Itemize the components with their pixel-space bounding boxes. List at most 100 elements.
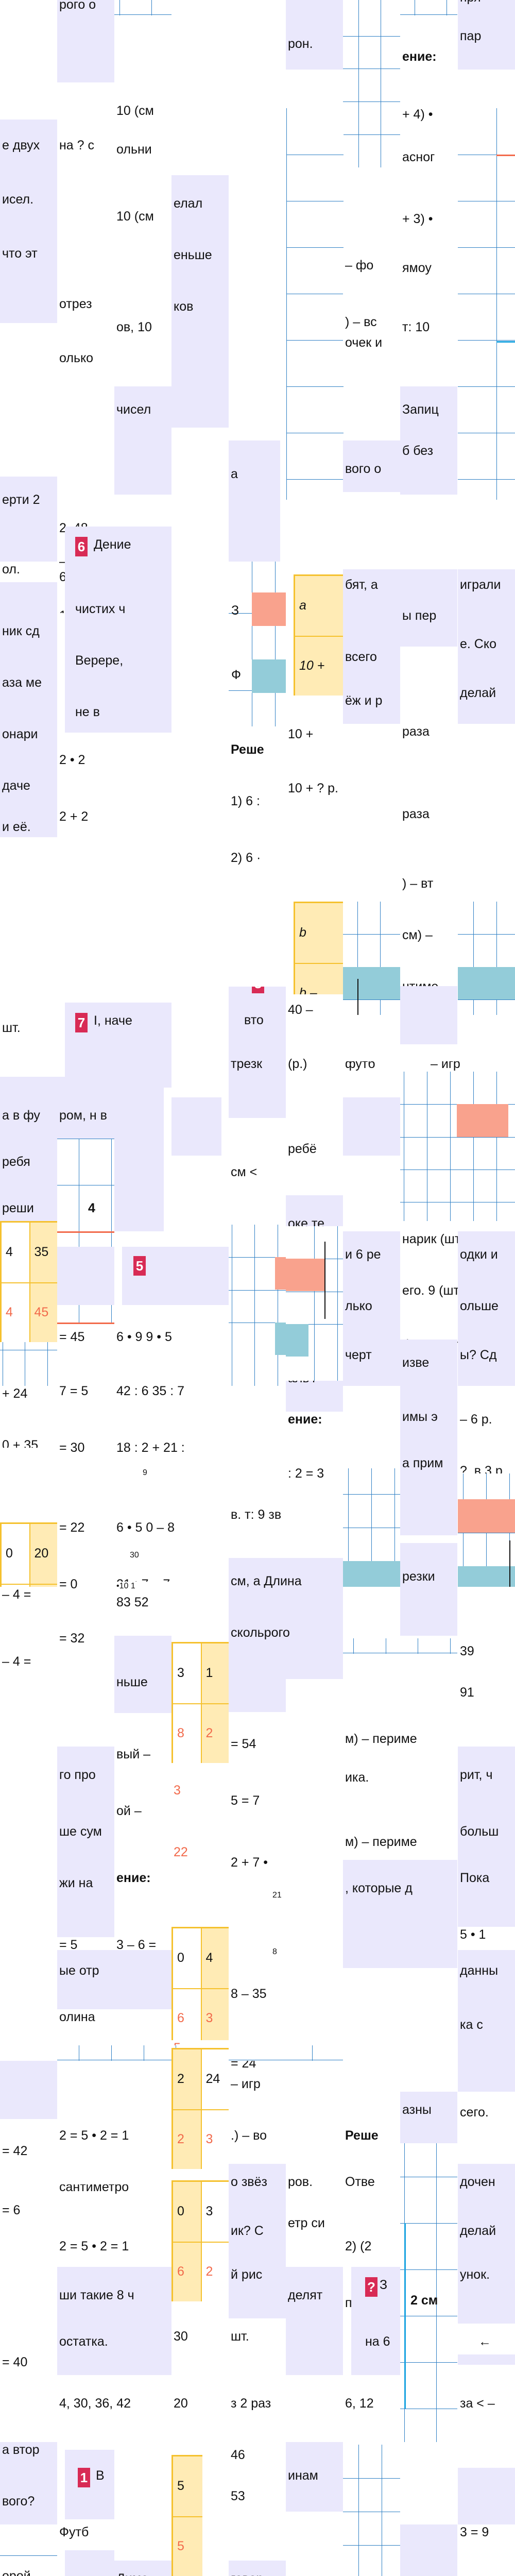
task-text-fragment: пря пар — [458, 0, 515, 70]
text-line: З — [231, 603, 239, 618]
teal-bar — [343, 967, 400, 999]
text-line: см) – — [402, 928, 433, 942]
text-line: на 6 — [365, 2334, 390, 2349]
solution-text-fragment: ← — [458, 2324, 515, 2354]
text-line: что эт — [2, 246, 38, 261]
grid-diagram-fragment — [286, 108, 344, 500]
solution-text-fragment: сантиметро — [57, 2184, 171, 2215]
text-line: 8 – 35 — [231, 1987, 267, 2001]
task-text-fragment — [0, 2061, 57, 2119]
text-line: 10 + ? р. — [288, 781, 338, 795]
number-table-fragment: 4 35 4 45 — [0, 1221, 57, 1342]
solution-text-fragment: 39 91 — [458, 1633, 515, 1710]
text-line: нарик (шт.) — [402, 1232, 467, 1246]
solution-text-fragment: – фо — [343, 252, 400, 299]
text-line: 2 = 5 • 2 = 1 — [59, 2128, 129, 2143]
solution-text-fragment: Отве — [343, 2164, 400, 2195]
solution-text-fragment: = 45 7 = 5 = 30 — [57, 1324, 114, 1479]
text-line: ик? С — [231, 2224, 264, 2238]
solution-text-fragment: + 24 0 + 35 — [0, 1386, 57, 1448]
text-line: пар — [460, 29, 482, 43]
text-line: 91 — [460, 1685, 474, 1700]
solution-text-fragment: з 2 раз — [229, 2391, 286, 2421]
salmon-bar — [275, 1257, 286, 1290]
text-line: данны — [460, 1963, 499, 1978]
text-line: 5 • 1 — [460, 1927, 486, 1942]
text-line: ол. — [2, 562, 20, 577]
solution-text-fragment: 10 (см — [114, 206, 171, 237]
text-line: – — [59, 554, 66, 569]
task-text-fragment: Запиц б без — [400, 386, 457, 495]
text-line: (р.) — [288, 1057, 307, 1071]
text-line: ение: — [288, 1412, 322, 1427]
text-line: = 30 — [59, 1440, 85, 1455]
solution-text-fragment: раза — [400, 804, 457, 829]
text-line: ← — [478, 2334, 491, 2349]
text-line: ?, в 3 р — [460, 1464, 503, 1473]
text-line: инам — [288, 2468, 318, 2483]
task-number-badge: ? — [365, 2277, 377, 2297]
task-text-fragment: о звёз ик? С й рис — [229, 2164, 286, 2308]
text-line: ение: — [116, 1871, 151, 1885]
grid-lines — [286, 108, 344, 500]
solution-text-fragment: 10 + 10 + ? р. — [286, 721, 343, 799]
text-line: раза — [402, 807, 430, 821]
text-line: 0 + 35 — [2, 1438, 39, 1448]
solution-text-fragment: в. т: 9 зв — [229, 1507, 286, 1538]
task-text-fragment: говорегда 6это?а так. — [229, 2561, 286, 2576]
text-line: в. т: 9 зв — [231, 1507, 282, 1522]
solution-text-fragment: 20 — [171, 2391, 229, 2421]
solution-text-fragment: за < – — [458, 2391, 515, 2421]
text-line: всего — [345, 650, 377, 664]
text-line: шт. — [2, 1021, 21, 1035]
text-line: Реше — [231, 742, 264, 757]
solution-text-fragment: см < — [229, 1157, 286, 1188]
text-line: изве — [402, 1355, 430, 1370]
dark-segment — [324, 1242, 325, 1319]
table-cell: a — [295, 575, 343, 636]
text-line: сего. — [460, 2105, 489, 2120]
solution-text-fragment: етр си — [286, 2210, 343, 2241]
text-line: 30 — [130, 1551, 139, 1560]
task-number-badge: 1 — [78, 2468, 90, 2487]
text-line: рон. — [288, 37, 313, 51]
text-line: го про — [59, 1768, 96, 1782]
text-line: а в фу — [2, 1108, 40, 1123]
solution-text-fragment: очек и — [343, 335, 400, 366]
task-text-fragment — [400, 2524, 457, 2576]
text-line: 2 • 2 — [59, 753, 85, 767]
text-line: ше сум — [59, 1824, 102, 1839]
text-line: ) – вт — [402, 876, 434, 891]
text-line: 20 — [174, 2396, 188, 2411]
text-line: Футб — [59, 2525, 89, 2539]
table-cell: 2 — [201, 1703, 229, 1763]
table-cell: 2 — [173, 2049, 201, 2110]
text-line: ) – вс — [345, 315, 377, 329]
solution-text-fragment: 40 – — [286, 994, 343, 1025]
text-line: и 6 ре — [345, 1247, 381, 1262]
text-line: тиме — [116, 1636, 146, 1638]
text-line: его. 9 (шт.) — [402, 1283, 466, 1298]
text-line: – игр — [431, 1061, 460, 1071]
text-line: = 54 — [231, 1737, 256, 1751]
text-line: ы пер — [402, 608, 437, 623]
text-line: = 40 — [2, 2355, 28, 2369]
text-line: 9 — [143, 1468, 147, 1477]
task-text-fragment: елал еньше ков — [171, 175, 229, 428]
text-line: ение: — [402, 49, 437, 64]
text-line: бят, а — [345, 578, 378, 592]
task-number-badge: 6 — [75, 537, 88, 556]
text-line: пря — [460, 0, 481, 5]
solution-text-fragment: шт. — [229, 2324, 286, 2354]
solution-text-fragment: – 6 р. ?, в 3 р — [458, 1412, 515, 1473]
solution-text-fragment: оройна сто — [0, 2568, 57, 2576]
text-line: чисел — [116, 402, 151, 417]
solution-text-fragment: сего. — [458, 2092, 515, 2143]
text-line: олько — [59, 351, 94, 365]
solution-text-fragment: = 42 = 6 — [0, 2143, 57, 2246]
